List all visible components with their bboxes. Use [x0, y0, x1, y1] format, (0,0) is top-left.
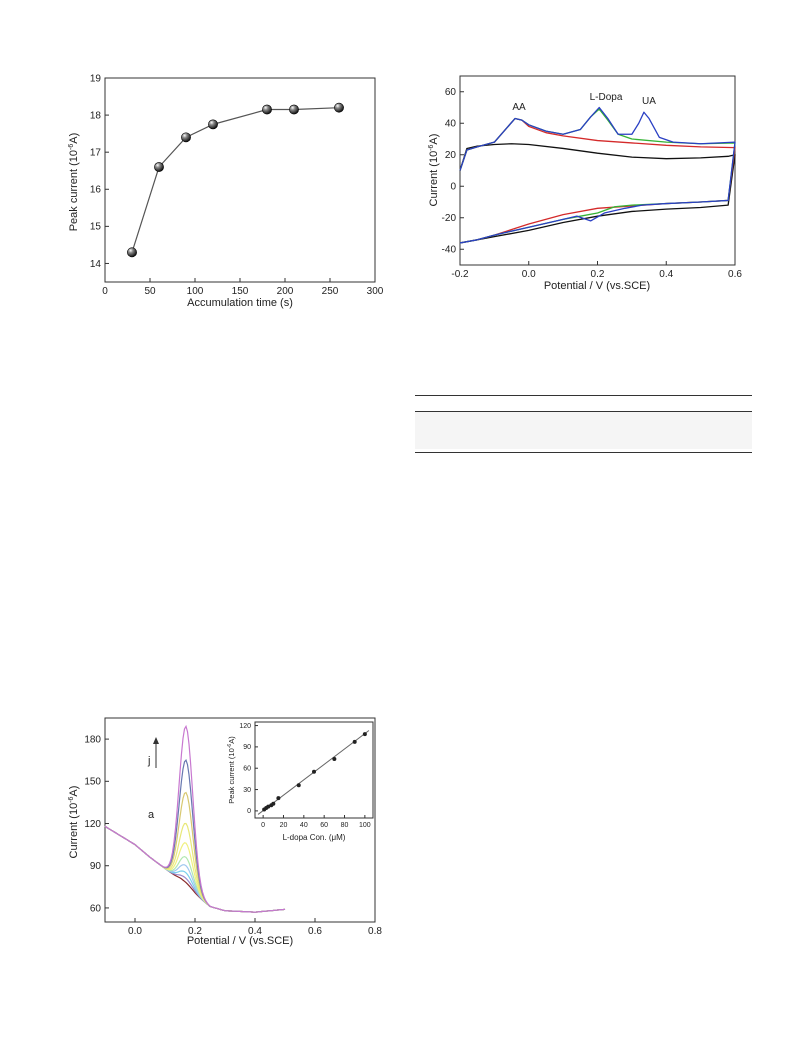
y-tick-label: 120	[84, 819, 101, 830]
x-tick-label: 0.0	[522, 269, 536, 280]
arrow-label-bottom: a	[148, 809, 155, 821]
inset-y-tick-label: 0	[247, 808, 251, 815]
peak-label-ua: UA	[642, 96, 656, 107]
y-tick-label: 19	[90, 73, 102, 84]
inset-data-point	[362, 732, 367, 737]
inset-y-tick-label: 30	[243, 787, 251, 794]
x-tick-label: 0.6	[308, 926, 322, 937]
y-axis-label: Current (10-6A)	[68, 786, 80, 859]
x-tick-label: -0.2	[451, 269, 469, 280]
inset-data-point	[332, 756, 337, 761]
data-point	[154, 162, 164, 172]
cv-curve-2	[459, 117, 736, 244]
x-axis-label: Accumulation time (s)	[187, 297, 293, 309]
data-line	[131, 107, 340, 253]
inset-y-tick-label: 60	[243, 766, 251, 773]
x-tick-label: 0	[102, 286, 108, 297]
x-axis-label: Potential / V (vs.SCE)	[544, 280, 650, 292]
x-axis-label: Potential / V (vs.SCE)	[187, 935, 293, 947]
x-tick-label: 0.2	[188, 926, 202, 937]
x-tick-label: 100	[187, 286, 204, 297]
x-tick-label: 0.4	[248, 926, 262, 937]
x-tick-label: 0.8	[368, 926, 382, 937]
figure-cyclic-voltammetry: -0.2 0.0 0.2 0.4 0.6 60 40 20 0 -20 -40 AA L-Dopa…	[428, 75, 742, 292]
inset-y-tick-label: 90	[243, 744, 251, 751]
inset-x-tick-label: 100	[359, 822, 371, 829]
inset-data-point	[266, 804, 271, 809]
x-tick-label: 50	[144, 286, 156, 297]
inset-calibration: 0 20 40 60 80 100 0 30 60 90 120 L-dopa Con. (μM)…	[227, 721, 374, 842]
data-point	[127, 247, 137, 258]
y-tick-label: 16	[90, 185, 102, 196]
y-tick-label: 60	[445, 87, 457, 98]
table-header-rule	[415, 411, 752, 412]
inset-y-tick-label: 120	[239, 723, 251, 730]
y-tick-label: 17	[90, 148, 102, 159]
y-tick-label: 40	[445, 119, 457, 130]
data-point	[208, 119, 218, 130]
x-tick-label: 150	[232, 286, 249, 297]
y-tick-label: -20	[442, 213, 457, 224]
inset-data-point	[276, 796, 281, 801]
inset-x-tick-label: 0	[261, 822, 265, 829]
x-tick-label: 250	[322, 286, 339, 297]
y-tick-label: 60	[90, 903, 102, 914]
x-tick-label: 0.4	[659, 269, 673, 280]
data-point	[262, 104, 272, 115]
x-tick-label: 200	[277, 286, 294, 297]
dpv-curve-10	[104, 724, 286, 913]
inset-data-point	[352, 739, 357, 744]
cv-curve-3	[459, 108, 736, 244]
arrow-head-icon	[153, 737, 159, 744]
inset-data-point	[312, 769, 316, 774]
x-tick-label: 0.0	[128, 926, 142, 937]
y-axis-label: Peak current (10-6A)	[68, 133, 80, 232]
inset-x-axis-label: L-dopa Con. (μM)	[283, 833, 346, 842]
cv-curve-4	[459, 106, 736, 244]
y-tick-label: 0	[450, 182, 456, 193]
y-tick-label: -40	[442, 245, 457, 256]
y-tick-label: 180	[84, 734, 101, 745]
data-point	[181, 132, 191, 143]
inset-y-axis-label: Peak current (10-6A)	[227, 736, 236, 804]
y-tick-label: 20	[445, 150, 457, 161]
y-tick-label: 14	[90, 259, 102, 270]
y-tick-label: 18	[90, 110, 102, 121]
table	[415, 395, 752, 455]
plot-frame	[104, 717, 376, 923]
y-tick-label: 150	[84, 777, 101, 788]
plot-frame	[459, 75, 736, 266]
figure-accumulation-time: 0 50 100 150 200 250 300 14 15 16 17 18 19 Accumula…	[68, 73, 384, 309]
table-body	[415, 412, 752, 449]
inset-x-tick-label: 40	[300, 822, 308, 829]
y-axis-label: Current (10-6A)	[428, 134, 440, 207]
inset-data-point	[296, 783, 301, 788]
figure-dpv-calibration: 0.0 0.2 0.4 0.6 0.8 180 150 120 90 60 j a Potent…	[68, 717, 382, 947]
x-tick-label: 0.2	[591, 269, 605, 280]
inset-data-point	[271, 801, 276, 806]
y-tick-label: 15	[90, 222, 102, 233]
data-point	[289, 104, 299, 115]
peak-label-ldopa: L-Dopa	[590, 92, 623, 103]
x-tick-label: 0.6	[728, 269, 742, 280]
data-point	[334, 102, 344, 113]
inset-x-tick-label: 20	[280, 822, 288, 829]
inset-x-tick-label: 60	[320, 822, 328, 829]
y-tick-label: 90	[90, 861, 102, 872]
table-bottom-rule	[415, 452, 752, 453]
table-top-rule	[415, 395, 752, 396]
peak-label-aa: AA	[512, 102, 526, 113]
arrow-label-top: j	[147, 755, 150, 767]
cv-curve-1	[459, 143, 736, 244]
inset-x-tick-label: 80	[341, 822, 349, 829]
x-tick-label: 300	[367, 286, 384, 297]
